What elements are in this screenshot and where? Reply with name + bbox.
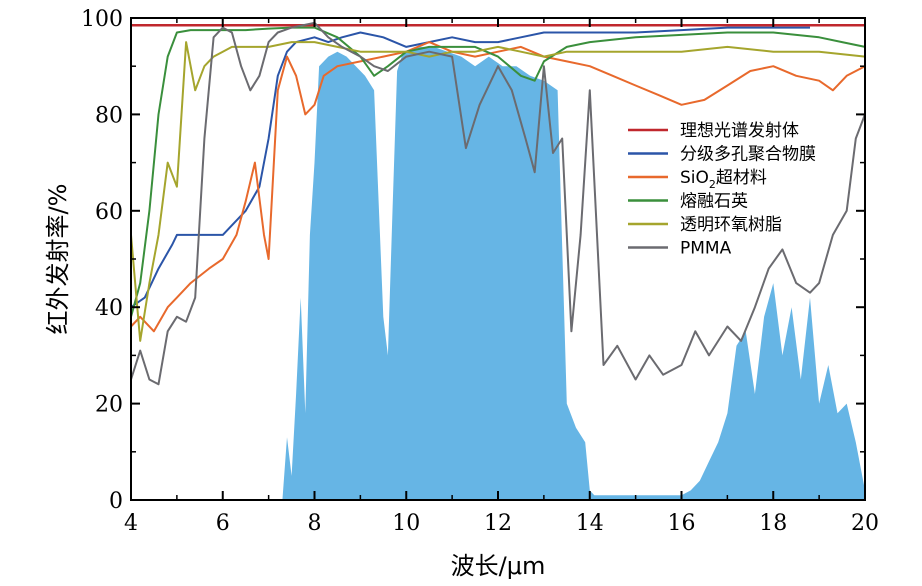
series-line-3 <box>130 26 866 318</box>
y-tick-label: 100 <box>81 7 123 32</box>
series-line-4 <box>130 41 866 342</box>
y-tick-label: 80 <box>95 103 123 128</box>
series-line-5 <box>130 21 866 386</box>
series-line-1 <box>130 26 810 309</box>
x-axis-title: 波长/μm <box>451 552 546 580</box>
x-tick-label: 16 <box>668 511 696 536</box>
series-layer <box>130 21 866 386</box>
x-tick-label: 12 <box>484 511 512 536</box>
y-tick-label: 20 <box>95 393 123 418</box>
x-tick-label: 8 <box>308 511 322 536</box>
y-tick-label: 0 <box>109 489 123 514</box>
legend-label: PMMA <box>680 239 732 259</box>
y-axis-title: 红外发射率/% <box>44 184 72 335</box>
legend-label: 分级多孔聚合物膜 <box>680 145 816 165</box>
legend-label: SiO2超材料 <box>680 168 767 191</box>
series-line-2 <box>130 41 866 333</box>
y-tick-label: 60 <box>95 200 123 225</box>
legend-label: 透明环氧树脂 <box>680 215 782 235</box>
ticks-layer: 4 6 8 10 12 14 16 18 20 0 20 40 60 80 100 <box>81 7 879 536</box>
legend-label: 理想光谱发射体 <box>680 121 799 141</box>
x-tick-label: 6 <box>216 511 230 536</box>
y-tick-label: 40 <box>95 296 123 321</box>
x-tick-label: 14 <box>576 511 604 536</box>
atmospheric-window-area <box>131 46 865 501</box>
x-tick-label: 10 <box>392 511 420 536</box>
atmospheric-window-layer <box>131 46 865 501</box>
x-tick-label: 20 <box>851 511 879 536</box>
x-tick-label: 4 <box>124 511 138 536</box>
x-tick-label: 18 <box>759 511 787 536</box>
legend-label: 熔融石英 <box>680 192 748 212</box>
